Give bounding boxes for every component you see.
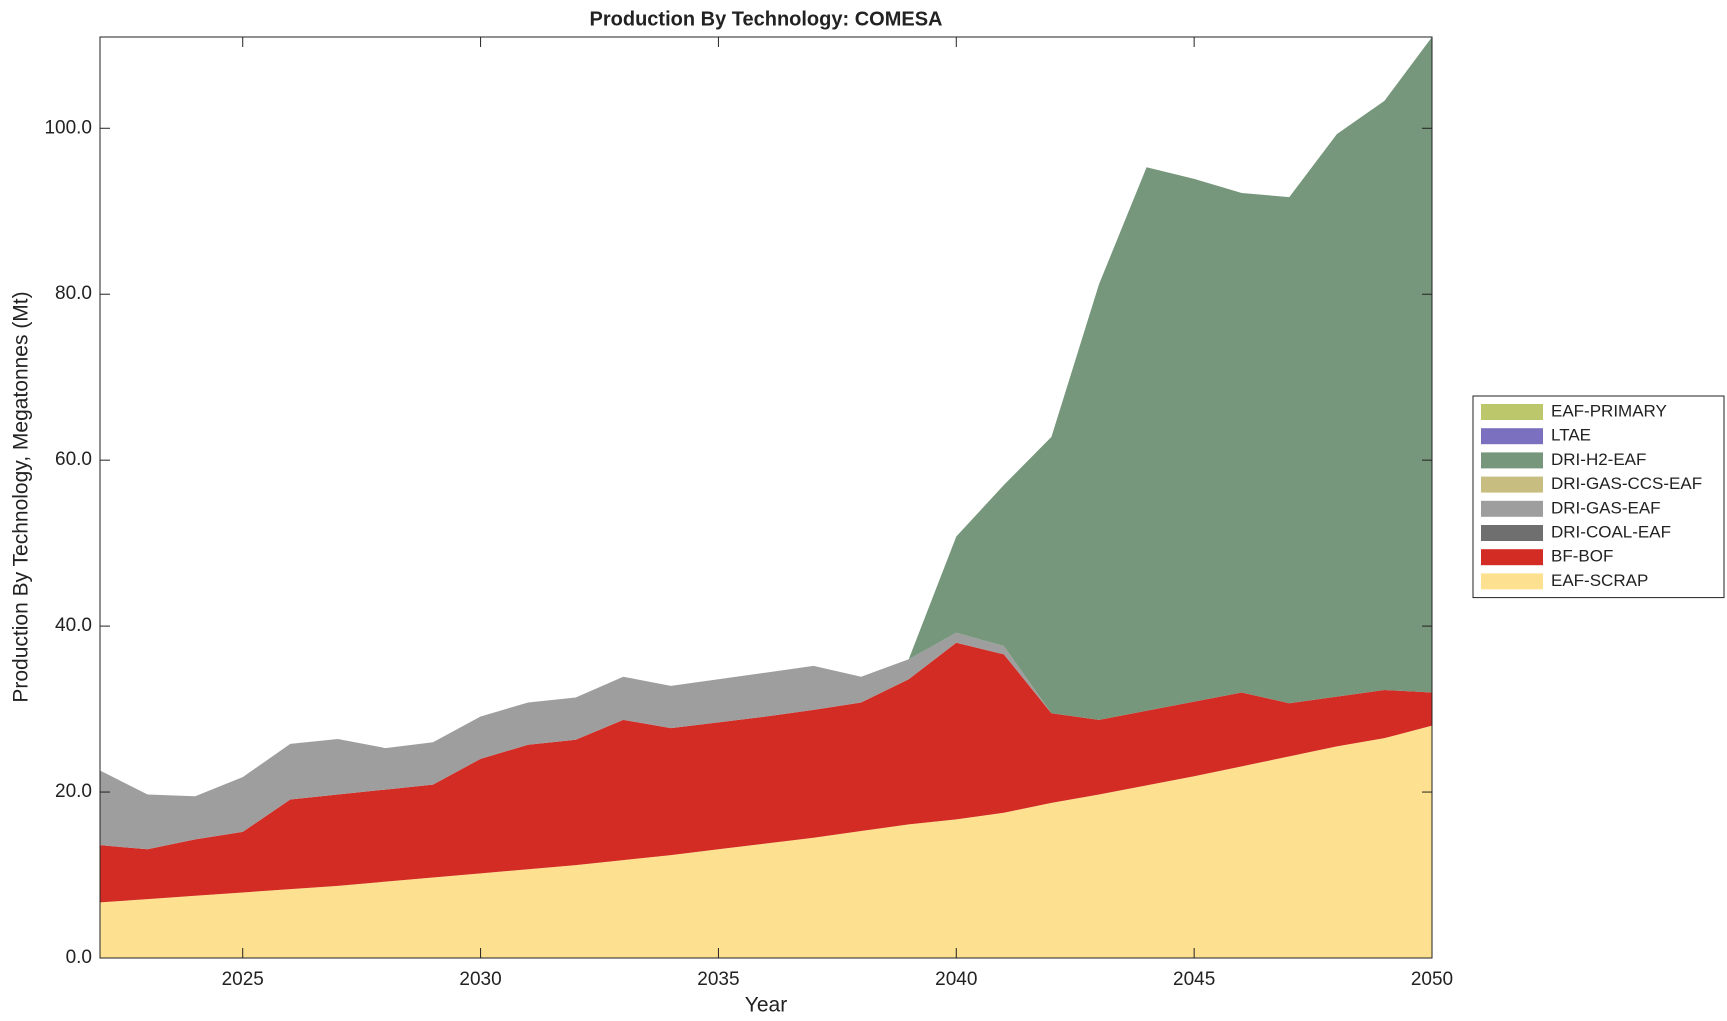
x-tick-label: 2050	[1411, 969, 1453, 990]
legend-swatch	[1481, 428, 1543, 445]
legend-box	[1472, 395, 1725, 599]
y-tick-label: 100.0	[44, 117, 92, 138]
plot-frame	[99, 36, 1433, 959]
legend-swatch	[1481, 500, 1543, 517]
legend-label: DRI-H2-EAF	[1551, 450, 1646, 469]
legend-label: DRI-GAS-CCS-EAF	[1551, 474, 1702, 493]
x-tick-label: 2030	[459, 969, 501, 990]
x-axis-label: Year	[745, 994, 787, 1017]
axes: 0.0 20.0 40.0 60.0 80.0 100.0 2025 2030 2035 2040…	[44, 36, 1453, 990]
area	[100, 37, 1432, 797]
legend-swatch	[1481, 404, 1543, 420]
legend-swatch	[1481, 476, 1543, 493]
y-axis-label: Production By Technology, Megatonnes (Mt…	[10, 291, 33, 702]
legend-swatch	[1481, 452, 1543, 469]
areas	[100, 37, 1432, 958]
legend-swatch	[1481, 549, 1543, 566]
legend-label: DRI-GAS-EAF	[1551, 498, 1661, 517]
area	[100, 725, 1432, 958]
legend-swatch	[1481, 573, 1543, 590]
y-tick-label: 80.0	[55, 283, 92, 304]
y-tick-label: 0.0	[66, 947, 92, 968]
legend-label: EAF-PRIMARY	[1551, 401, 1667, 420]
y-tick-label: 20.0	[55, 781, 92, 802]
x-tick-label: 2025	[222, 969, 264, 990]
area	[100, 642, 1432, 903]
chart-title: Production By Technology: COMESA	[590, 8, 943, 30]
legend-label: LTAE	[1551, 426, 1591, 445]
legend-swatch	[1481, 525, 1543, 541]
x-tick-label: 2045	[1173, 969, 1215, 990]
legend: EAF-PRIMARY LTAE DRI-H2-EAF DRI-GAS-CCS-EAF…	[1472, 395, 1725, 599]
legend-label: BF-BOF	[1551, 547, 1613, 566]
legend-label: EAF-SCRAP	[1551, 571, 1648, 590]
y-tick-label: 40.0	[55, 615, 92, 636]
x-tick-label: 2035	[697, 969, 739, 990]
legend-label: DRI-COAL-EAF	[1551, 522, 1671, 541]
y-tick-label: 60.0	[55, 449, 92, 470]
x-tick-label: 2040	[935, 969, 977, 990]
area	[100, 632, 1432, 850]
